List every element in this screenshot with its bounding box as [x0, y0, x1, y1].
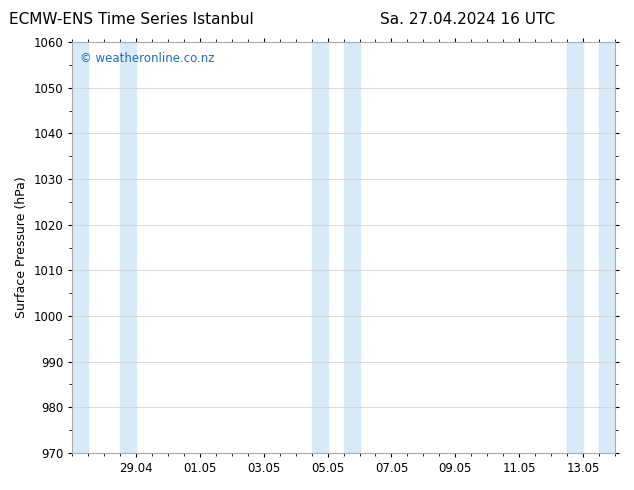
Bar — [72, 42, 88, 453]
Text: © weatheronline.co.nz: © weatheronline.co.nz — [81, 52, 215, 65]
Y-axis label: Surface Pressure (hPa): Surface Pressure (hPa) — [15, 176, 28, 318]
Bar — [344, 42, 359, 453]
Bar — [567, 42, 583, 453]
Text: ECMW-ENS Time Series Istanbul: ECMW-ENS Time Series Istanbul — [9, 12, 254, 27]
Bar — [599, 42, 615, 453]
Text: Sa. 27.04.2024 16 UTC: Sa. 27.04.2024 16 UTC — [380, 12, 555, 27]
Bar — [120, 42, 136, 453]
Bar — [312, 42, 328, 453]
